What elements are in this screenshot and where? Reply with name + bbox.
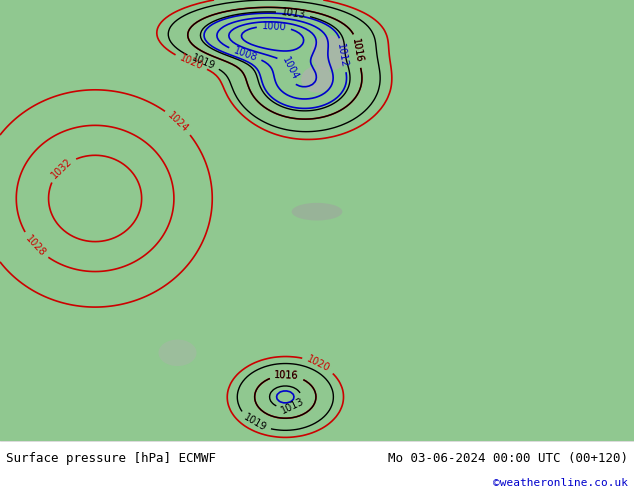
Ellipse shape [158, 340, 197, 366]
Text: 1016: 1016 [275, 370, 299, 381]
Text: Surface pressure [hPa] ECMWF: Surface pressure [hPa] ECMWF [6, 452, 216, 465]
Text: 1016: 1016 [275, 370, 299, 381]
Text: 1013: 1013 [280, 396, 306, 416]
Text: 1016: 1016 [350, 38, 365, 64]
Text: 1020: 1020 [306, 354, 332, 374]
Text: 1028: 1028 [23, 234, 48, 258]
Ellipse shape [311, 35, 349, 71]
Text: 1008: 1008 [232, 45, 259, 63]
Text: 1019: 1019 [242, 412, 268, 433]
Ellipse shape [292, 203, 342, 220]
Text: 1013: 1013 [280, 7, 306, 20]
Text: 1004: 1004 [280, 55, 301, 82]
Text: ©weatheronline.co.uk: ©weatheronline.co.uk [493, 478, 628, 488]
Text: 1024: 1024 [166, 110, 191, 134]
Text: 1020: 1020 [178, 53, 204, 72]
Text: 1012: 1012 [335, 43, 349, 69]
Text: 1016: 1016 [350, 38, 365, 64]
Text: 1000: 1000 [261, 21, 287, 32]
Text: 1032: 1032 [49, 156, 74, 180]
Text: 1019: 1019 [190, 52, 216, 72]
Text: Mo 03-06-2024 00:00 UTC (00+120): Mo 03-06-2024 00:00 UTC (00+120) [387, 452, 628, 465]
Ellipse shape [301, 66, 333, 93]
